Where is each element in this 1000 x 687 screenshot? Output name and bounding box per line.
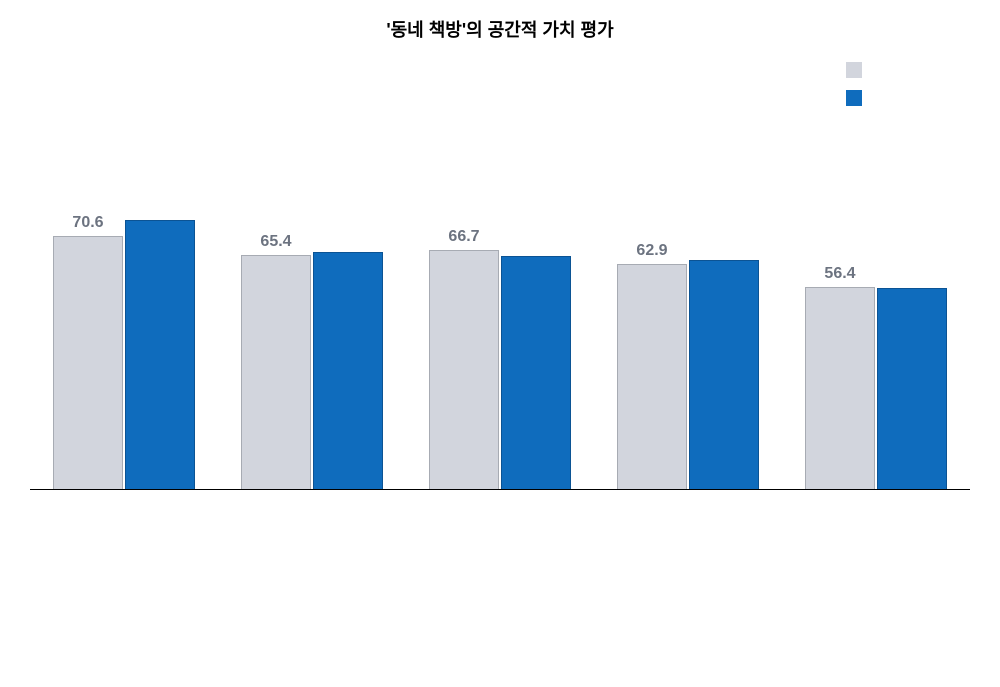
bar-wrap [313,130,383,490]
legend-swatch-1 [846,90,862,106]
bar [501,256,571,490]
bar [805,287,875,490]
chart-container: '동네 책방'의 공간적 가치 평가 70.6 65.4 66.7 62.9 56.4 [0,0,1000,687]
legend-item-1 [846,90,870,106]
bar-wrap [125,130,195,490]
bar-value-label: 65.4 [260,233,291,251]
bar-wrap: 62.9 [617,130,687,490]
bar [313,252,383,490]
x-axis-baseline [30,489,970,490]
bar-group: 65.4 [241,130,383,490]
bar [241,255,311,490]
bar-wrap: 65.4 [241,130,311,490]
bar-wrap [689,130,759,490]
legend-item-0 [846,62,870,78]
bar [429,250,499,490]
bar-wrap [501,130,571,490]
bar [53,236,123,490]
bar-group: 70.6 [53,130,195,490]
bar-group: 56.4 [805,130,947,490]
bar [125,220,195,490]
bar-group: 66.7 [429,130,571,490]
bar [877,288,947,490]
bar-groups: 70.6 65.4 66.7 62.9 56.4 [30,130,970,490]
bar-wrap [877,130,947,490]
bar-wrap: 56.4 [805,130,875,490]
bar [689,260,759,490]
bar-value-label: 56.4 [824,265,855,283]
legend-swatch-0 [846,62,862,78]
bar-wrap: 70.6 [53,130,123,490]
plot-area: 70.6 65.4 66.7 62.9 56.4 [30,130,970,490]
bar-wrap: 66.7 [429,130,499,490]
bar-value-label: 62.9 [636,242,667,260]
bar-group: 62.9 [617,130,759,490]
legend [846,62,870,106]
chart-title: '동네 책방'의 공간적 가치 평가 [0,0,1000,42]
bar [617,264,687,490]
bar-value-label: 70.6 [72,214,103,232]
bar-value-label: 66.7 [448,228,479,246]
